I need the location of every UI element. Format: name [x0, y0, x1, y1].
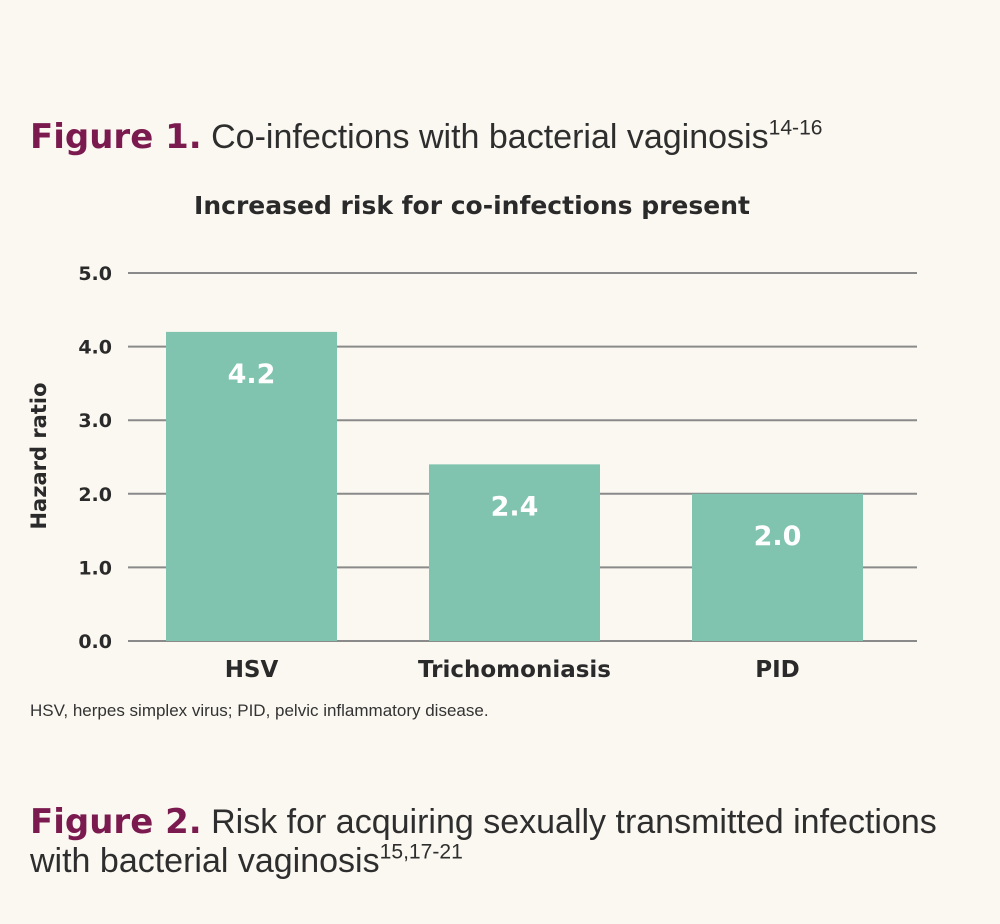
- y-tick-label: 4.0: [78, 337, 112, 359]
- figure-2-heading: Figure 2. Risk for acquiring sexually tr…: [30, 802, 970, 881]
- data-label: 2.0: [754, 521, 802, 552]
- figure-1-footnote: HSV, herpes simplex virus; PID, pelvic i…: [30, 701, 489, 720]
- bar-trichomoniasis: [429, 464, 600, 641]
- figure-1-heading: Figure 1. Co-infections with bacterial v…: [30, 116, 823, 157]
- y-tick-label: 5.0: [78, 263, 112, 285]
- y-tick-labels: 0.0 1.0 2.0 3.0 4.0 5.0: [78, 263, 112, 653]
- chart-title: Increased risk for co-infections present: [194, 191, 750, 220]
- y-tick-label: 3.0: [78, 410, 112, 432]
- figure-2-title: Risk for acquiring sexually transmitted …: [30, 803, 937, 881]
- hazard-ratio-bar-chart: Increased risk for co-infections present…: [27, 191, 917, 683]
- figure-1-title: Co-infections with bacterial vaginosis: [211, 118, 769, 156]
- x-tick-label: HSV: [225, 657, 279, 683]
- data-labels: 4.2 2.4 2.0: [228, 359, 802, 552]
- x-tick-labels: HSV Trichomoniasis PID: [225, 657, 800, 683]
- x-tick-label: Trichomoniasis: [418, 657, 611, 683]
- y-tick-label: 2.0: [78, 484, 112, 506]
- bar-pid: [692, 493, 863, 641]
- data-label: 2.4: [491, 491, 539, 522]
- x-tick-label: PID: [755, 657, 800, 683]
- figure-1-reference: 14-16: [768, 116, 823, 140]
- y-tick-label: 1.0: [78, 557, 112, 579]
- y-tick-label: 0.0: [78, 631, 112, 653]
- bar-hsv: [166, 331, 337, 641]
- bars: [166, 331, 863, 641]
- figure-2-reference: 15,17-21: [379, 840, 463, 864]
- figure-1-label: Figure 1.: [30, 117, 202, 157]
- data-label: 4.2: [228, 359, 276, 390]
- figure-2-label: Figure 2.: [30, 802, 202, 842]
- y-axis-label: Hazard ratio: [27, 382, 51, 529]
